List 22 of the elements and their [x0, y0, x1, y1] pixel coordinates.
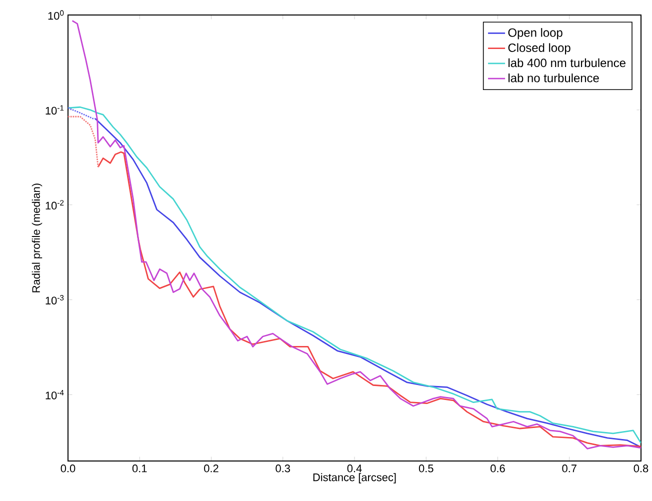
y-axis-title: Radial profile (median): [32, 184, 42, 292]
legend-label: Open loop: [508, 28, 562, 40]
y-tick-label: 10$^{0}$: [48, 10, 64, 20]
legend-label: lab 400 nm turbulence: [508, 58, 626, 68]
line-series: [68, 116, 99, 168]
x-tick-label: 0.6: [490, 464, 505, 472]
y-tick-label: 10$^{-1}$: [46, 105, 64, 115]
legend-label: lab no turbulence: [508, 73, 599, 82]
legend-label: Closed loop: [508, 43, 570, 54]
x-tick-label: 0.7: [562, 464, 576, 472]
x-tick-label: 0.0: [60, 464, 76, 472]
y-tick-label: 10$^{-2}$: [46, 200, 64, 210]
line-series: [72, 20, 642, 450]
y-tick-label: 10$^{-4}$: [46, 390, 64, 400]
y-tick-label: 10$^{-3}$: [46, 295, 64, 304]
x-axis-title: Distance [arcsec]: [313, 473, 396, 484]
x-tick-label: 0.5: [418, 464, 434, 472]
x-tick-label: 0.1: [132, 464, 147, 472]
x-tick-label: 0.2: [204, 464, 218, 472]
x-tick-label: 0.8: [634, 464, 648, 472]
x-tick-label: 0.3: [276, 464, 290, 472]
x-tick-label: 0.4: [347, 464, 362, 472]
